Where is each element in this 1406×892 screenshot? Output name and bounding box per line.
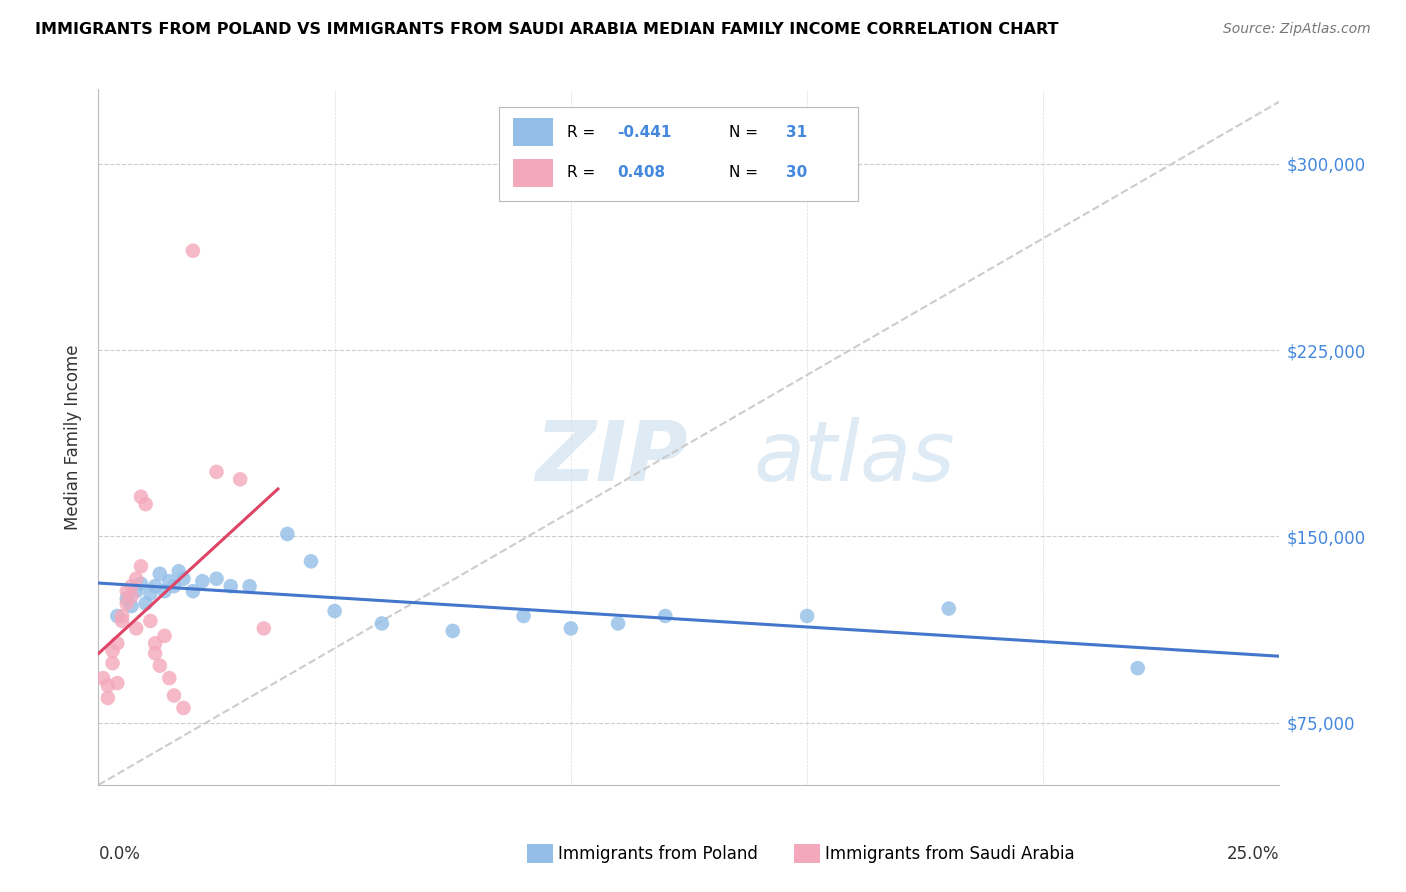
- Point: [115, 591, 138, 606]
- Text: 30: 30: [786, 165, 807, 180]
- Point: [111, 609, 134, 624]
- Point: [167, 564, 190, 578]
- Text: R =: R =: [567, 165, 596, 180]
- Point: [607, 616, 630, 631]
- Point: [97, 690, 120, 705]
- Bar: [513, 119, 553, 146]
- Point: [299, 554, 322, 568]
- Point: [121, 589, 143, 603]
- Point: [121, 579, 143, 593]
- Point: [157, 574, 180, 589]
- Point: [125, 621, 148, 635]
- Point: [97, 679, 120, 693]
- Point: [135, 597, 157, 611]
- Point: [1126, 661, 1149, 675]
- Point: [129, 490, 152, 504]
- Text: Immigrants from Poland: Immigrants from Poland: [558, 845, 758, 863]
- Text: Source: ZipAtlas.com: Source: ZipAtlas.com: [1223, 22, 1371, 37]
- Point: [205, 572, 228, 586]
- Point: [163, 689, 186, 703]
- Text: R =: R =: [567, 125, 596, 140]
- Point: [149, 566, 172, 581]
- Text: 0.408: 0.408: [617, 165, 665, 180]
- Point: [371, 616, 394, 631]
- Text: IMMIGRANTS FROM POLAND VS IMMIGRANTS FROM SAUDI ARABIA MEDIAN FAMILY INCOME CORR: IMMIGRANTS FROM POLAND VS IMMIGRANTS FRO…: [35, 22, 1059, 37]
- Point: [153, 584, 176, 599]
- Point: [560, 621, 582, 635]
- Point: [191, 574, 214, 589]
- Bar: [513, 159, 553, 186]
- Point: [163, 579, 186, 593]
- Point: [938, 601, 960, 615]
- Point: [276, 527, 298, 541]
- Point: [135, 497, 157, 511]
- Point: [654, 609, 676, 624]
- Text: -0.441: -0.441: [617, 125, 672, 140]
- Point: [323, 604, 346, 618]
- Point: [205, 465, 228, 479]
- Text: ZIP: ZIP: [536, 417, 688, 499]
- Point: [129, 576, 152, 591]
- Point: [101, 657, 124, 671]
- Y-axis label: Median Family Income: Median Family Income: [65, 344, 83, 530]
- Point: [105, 676, 128, 690]
- Point: [219, 579, 242, 593]
- Point: [796, 609, 818, 624]
- Point: [143, 636, 166, 650]
- Text: Immigrants from Saudi Arabia: Immigrants from Saudi Arabia: [825, 845, 1076, 863]
- Point: [181, 584, 204, 599]
- Point: [139, 587, 162, 601]
- Point: [115, 584, 138, 599]
- Point: [121, 599, 143, 613]
- Point: [153, 629, 176, 643]
- Text: atlas: atlas: [754, 417, 956, 499]
- Point: [143, 579, 166, 593]
- Point: [239, 579, 262, 593]
- Point: [512, 609, 534, 624]
- Point: [105, 609, 128, 624]
- Text: N =: N =: [728, 165, 758, 180]
- Text: 0.0%: 0.0%: [98, 845, 141, 863]
- Point: [111, 614, 134, 628]
- Point: [125, 584, 148, 599]
- Point: [143, 646, 166, 660]
- Point: [253, 621, 276, 635]
- Point: [115, 597, 138, 611]
- Text: 31: 31: [786, 125, 807, 140]
- Point: [157, 671, 180, 685]
- Point: [139, 614, 162, 628]
- Text: 25.0%: 25.0%: [1227, 845, 1279, 863]
- Point: [441, 624, 464, 638]
- Point: [105, 636, 128, 650]
- Point: [101, 644, 124, 658]
- Point: [181, 244, 204, 258]
- Point: [149, 658, 172, 673]
- Point: [125, 572, 148, 586]
- Point: [172, 701, 194, 715]
- Point: [229, 472, 252, 486]
- Point: [91, 671, 114, 685]
- Point: [172, 572, 194, 586]
- Text: N =: N =: [728, 125, 758, 140]
- Point: [129, 559, 152, 574]
